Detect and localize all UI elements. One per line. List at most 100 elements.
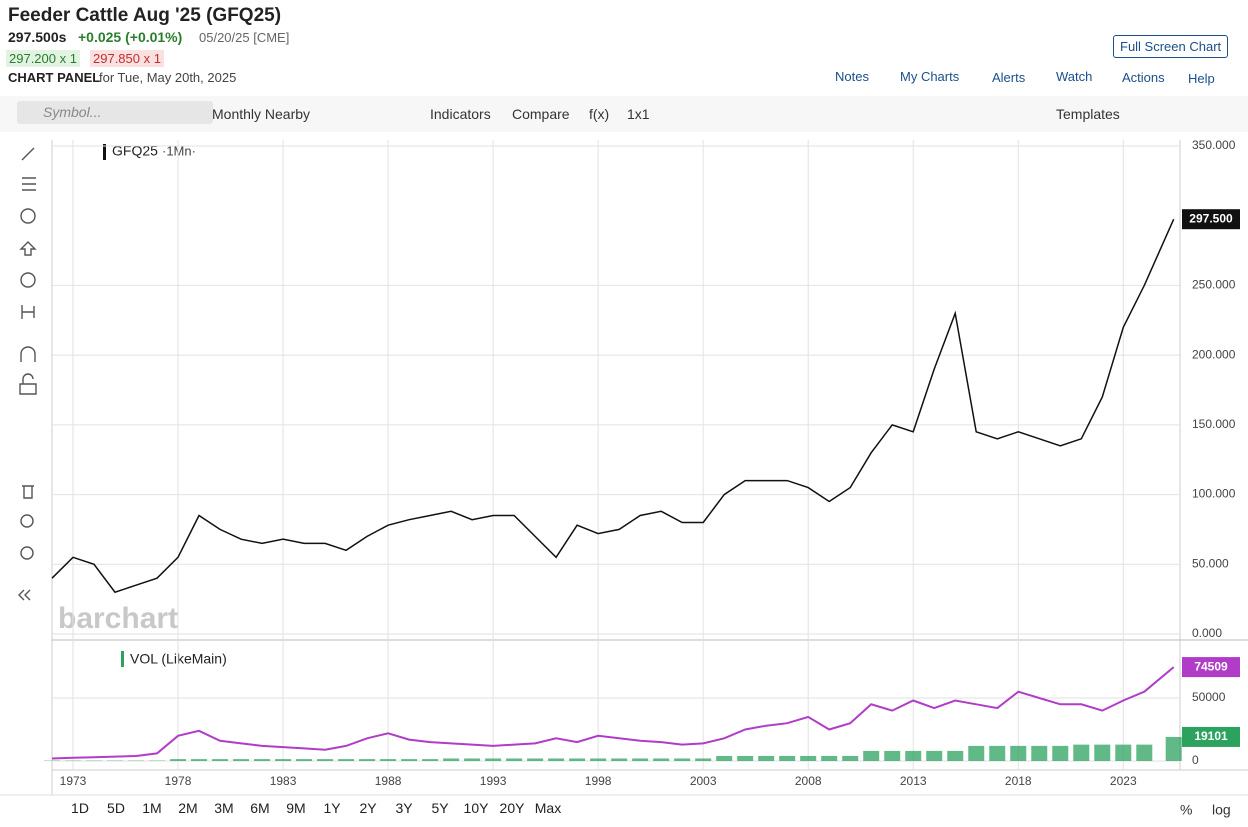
volume-legend: VOL (LikeMain) [130, 651, 227, 667]
volume-bar [1052, 745, 1069, 761]
help-button[interactable]: Help [1188, 71, 1215, 86]
volume-bar [422, 759, 439, 761]
price: 297.500s [8, 29, 67, 45]
timestamp: 05/20/25 [CME] [199, 30, 290, 45]
actions-button[interactable]: Actions [1122, 70, 1165, 85]
volume-bar [590, 758, 607, 761]
y-tick-label: 0.000 [1192, 626, 1222, 640]
volume-bar [716, 755, 733, 761]
bid: 297.200 x 1 [6, 50, 80, 67]
volume-bar [1136, 744, 1153, 761]
volume-bar [800, 755, 817, 761]
volume-bar [317, 759, 334, 761]
full-screen-button[interactable]: Full Screen Chart [1113, 35, 1229, 58]
interval-select[interactable]: Monthly Nearby [212, 106, 311, 122]
volume-bar [1165, 736, 1182, 761]
watch-button[interactable]: Watch [1056, 69, 1093, 84]
price-line [51, 218, 1175, 594]
y-tick-label: 200.000 [1192, 347, 1236, 361]
layout-button[interactable]: 1x1 [627, 106, 650, 122]
range-button[interactable]: Max [534, 800, 562, 816]
volume-bar [674, 758, 691, 761]
range-button[interactable]: 6M [250, 800, 270, 816]
change: +0.025 (+0.01%) [78, 29, 183, 45]
x-tick-label: 1993 [480, 774, 507, 788]
last-value-label: 74509 [1194, 659, 1228, 673]
y-tick-label: 0 [1192, 753, 1199, 767]
range-button[interactable]: 1Y [323, 800, 341, 816]
last-value-label: 19101 [1194, 729, 1228, 743]
x-tick-label: 2023 [1110, 774, 1137, 788]
range-button[interactable]: 1D [71, 800, 89, 816]
volume-bar [926, 750, 943, 761]
drawing-tools[interactable] [18, 147, 37, 601]
volume-bar [254, 759, 271, 761]
x-tick-label: 2018 [1005, 774, 1032, 788]
volume-bar [569, 758, 586, 761]
volume-bar [947, 750, 964, 761]
percent-toggle[interactable]: % [1180, 802, 1192, 818]
panel-date: for Tue, May 20th, 2025 [99, 70, 237, 85]
volume-bar [401, 759, 418, 761]
my-charts-button[interactable]: My Charts [900, 69, 960, 84]
x-tick-label: 1973 [60, 774, 87, 788]
log-toggle[interactable]: log [1212, 802, 1231, 818]
title: Feeder Cattle Aug '25 (GFQ25) [8, 5, 282, 26]
y-tick-label: 350.000 [1192, 138, 1236, 152]
volume-bar [989, 745, 1006, 761]
range-button[interactable]: 1M [142, 800, 162, 816]
x-tick-label: 2013 [900, 774, 927, 788]
indicators-button[interactable]: Indicators [430, 106, 491, 122]
volume-bar [506, 758, 523, 761]
range-button[interactable]: 10Y [463, 800, 489, 816]
volume-bar [464, 758, 481, 761]
volume-line [51, 666, 1175, 760]
volume-bar [758, 755, 775, 761]
price-legend: GFQ25 [112, 143, 158, 159]
range-buttons: 1D 5D 1M 2M 3M 6M 9M 1Y 2Y 3Y 5Y 10Y 20Y Max [62, 800, 566, 816]
volume-bar [968, 745, 985, 761]
volume-bar [170, 759, 187, 761]
volume-bar [212, 759, 229, 761]
volume-bar [821, 755, 838, 761]
compare-button[interactable]: Compare [512, 106, 570, 122]
x-tick-label: 1998 [585, 774, 612, 788]
volume-bar [191, 759, 208, 761]
volume-bar [737, 755, 754, 761]
range-button[interactable]: 3M [214, 800, 234, 816]
last-value-box [1182, 209, 1240, 230]
range-button[interactable]: 3Y [395, 800, 413, 816]
panel-label: CHART PANEL [8, 70, 101, 85]
volume-bar [695, 758, 712, 761]
range-button[interactable]: 2M [178, 800, 198, 816]
volume-bar [275, 759, 292, 761]
x-tick-label: 1988 [375, 774, 402, 788]
volume-bar [380, 759, 397, 761]
volume-bar [653, 758, 670, 761]
last-value-label: 297.500 [1189, 211, 1233, 225]
fx-button[interactable]: f(x) [589, 106, 610, 122]
volume-bar [1115, 744, 1132, 761]
volume-bar [233, 759, 250, 761]
price-legend-swatch [103, 144, 106, 160]
alerts-button[interactable]: Alerts [992, 70, 1026, 85]
volume-bar [485, 758, 502, 761]
y-tick-label: 100.000 [1192, 487, 1236, 501]
range-button[interactable]: 9M [286, 800, 306, 816]
volume-bar [842, 755, 859, 761]
symbol-input[interactable]: Symbol... [17, 101, 213, 124]
watermark: barchart [58, 602, 178, 635]
x-tick-label: 2008 [795, 774, 822, 788]
volume-bar [884, 750, 901, 761]
range-button[interactable]: 5D [107, 800, 125, 816]
range-button[interactable]: 5Y [431, 800, 449, 816]
volume-bar [338, 759, 355, 761]
range-button[interactable]: 2Y [359, 800, 377, 816]
volume-bar [548, 758, 565, 761]
range-button[interactable]: 20Y [499, 800, 525, 816]
templates-button[interactable]: Templates [1056, 106, 1120, 122]
volume-bar [863, 750, 880, 761]
notes-button[interactable]: Notes [835, 69, 869, 84]
volume-bar [359, 759, 376, 761]
volume-bar [611, 758, 628, 761]
